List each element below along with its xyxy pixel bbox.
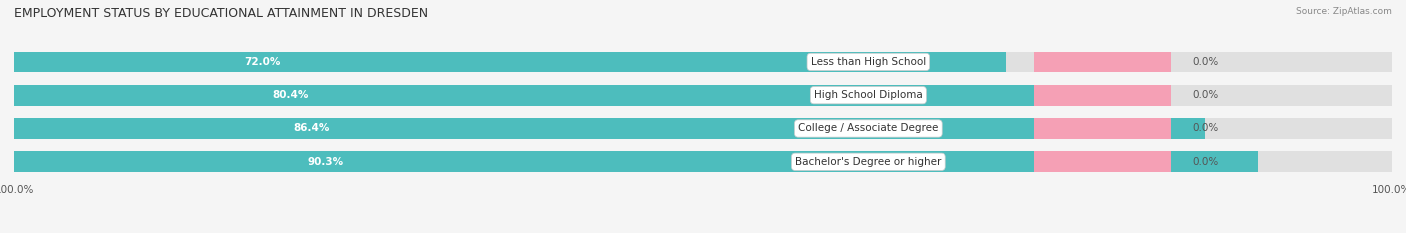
Bar bbox=[14, 118, 1392, 139]
Text: 0.0%: 0.0% bbox=[1192, 157, 1219, 167]
Text: Less than High School: Less than High School bbox=[811, 57, 927, 67]
Text: Source: ZipAtlas.com: Source: ZipAtlas.com bbox=[1296, 7, 1392, 16]
Bar bbox=[1033, 85, 1171, 106]
Bar bbox=[14, 85, 1392, 106]
Bar bbox=[14, 51, 1007, 72]
Text: 72.0%: 72.0% bbox=[243, 57, 280, 67]
Text: 0.0%: 0.0% bbox=[1192, 57, 1219, 67]
Bar bbox=[14, 118, 1205, 139]
Text: 80.4%: 80.4% bbox=[273, 90, 309, 100]
Bar bbox=[14, 51, 1392, 72]
Text: 86.4%: 86.4% bbox=[294, 123, 330, 134]
Text: 90.3%: 90.3% bbox=[307, 157, 343, 167]
Text: 0.0%: 0.0% bbox=[1192, 90, 1219, 100]
Bar bbox=[1033, 118, 1171, 139]
Bar bbox=[1033, 151, 1171, 172]
Bar bbox=[1033, 51, 1171, 72]
Bar bbox=[14, 85, 1122, 106]
Text: 0.0%: 0.0% bbox=[1192, 123, 1219, 134]
Bar bbox=[14, 151, 1258, 172]
Text: Bachelor's Degree or higher: Bachelor's Degree or higher bbox=[796, 157, 942, 167]
Text: College / Associate Degree: College / Associate Degree bbox=[799, 123, 939, 134]
Text: High School Diploma: High School Diploma bbox=[814, 90, 922, 100]
Bar bbox=[14, 151, 1392, 172]
Text: EMPLOYMENT STATUS BY EDUCATIONAL ATTAINMENT IN DRESDEN: EMPLOYMENT STATUS BY EDUCATIONAL ATTAINM… bbox=[14, 7, 429, 20]
